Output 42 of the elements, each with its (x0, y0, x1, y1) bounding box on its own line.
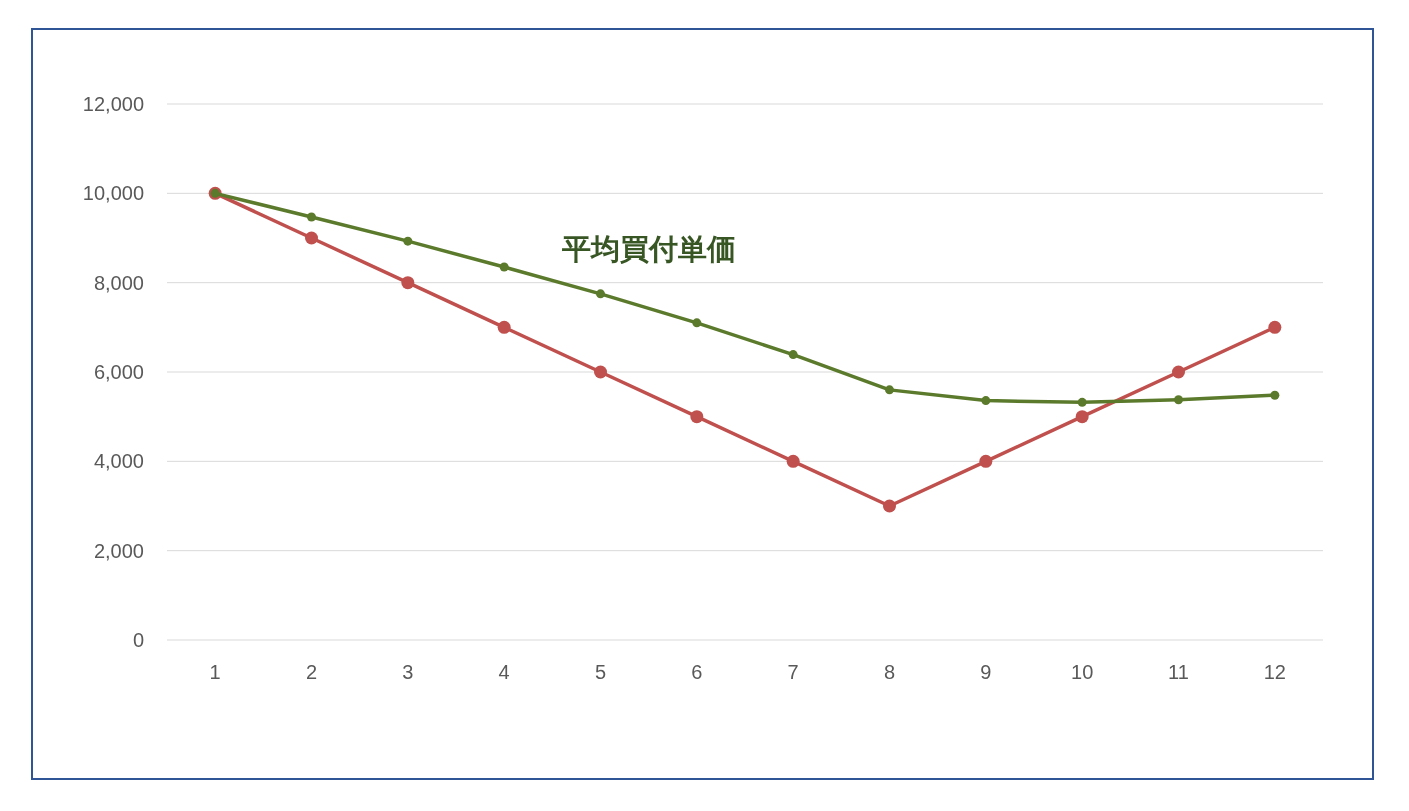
x-tick-label: 1 (209, 661, 221, 683)
y-tick-label: 12,000 (82, 93, 144, 115)
x-tick-label: 7 (787, 661, 799, 683)
y-tick-label: 0 (132, 629, 144, 651)
y-tick-label: 6,000 (93, 361, 144, 383)
point (596, 289, 605, 299)
y-tick-label: 4,000 (93, 450, 144, 473)
point (403, 236, 413, 246)
x-tick-label: 10 (1071, 661, 1094, 683)
y-tick-label: 2,000 (93, 539, 144, 562)
point (594, 365, 607, 379)
point (885, 385, 894, 395)
point (883, 499, 896, 513)
point (692, 318, 702, 328)
point (1077, 397, 1087, 407)
x-tick-label: 12 (1263, 661, 1286, 683)
point (497, 320, 511, 334)
x-tick-label: 4 (498, 661, 510, 683)
x-tick-label: 5 (594, 661, 607, 683)
point (788, 350, 798, 360)
series-label: 平均買付単価 (560, 232, 736, 265)
point (401, 276, 415, 290)
point (307, 212, 316, 222)
point (1174, 395, 1183, 405)
point (981, 396, 991, 406)
x-tick-label: 6 (691, 661, 703, 683)
point (1075, 410, 1089, 424)
point (690, 410, 704, 424)
point (1172, 365, 1185, 379)
x-tick-label: 8 (883, 661, 896, 683)
x-tick-label: 9 (980, 661, 992, 683)
point (786, 454, 800, 468)
y-tick-label: 10,000 (82, 182, 144, 205)
point (499, 262, 509, 272)
x-tick-label: 3 (402, 661, 414, 683)
x-tick-label: 2 (305, 661, 318, 683)
x-tick-label: 11 (1168, 661, 1189, 683)
point (305, 231, 318, 245)
point (1270, 390, 1280, 400)
y-tick-label: 8,000 (93, 271, 144, 294)
point (1268, 320, 1282, 334)
point (979, 454, 993, 468)
